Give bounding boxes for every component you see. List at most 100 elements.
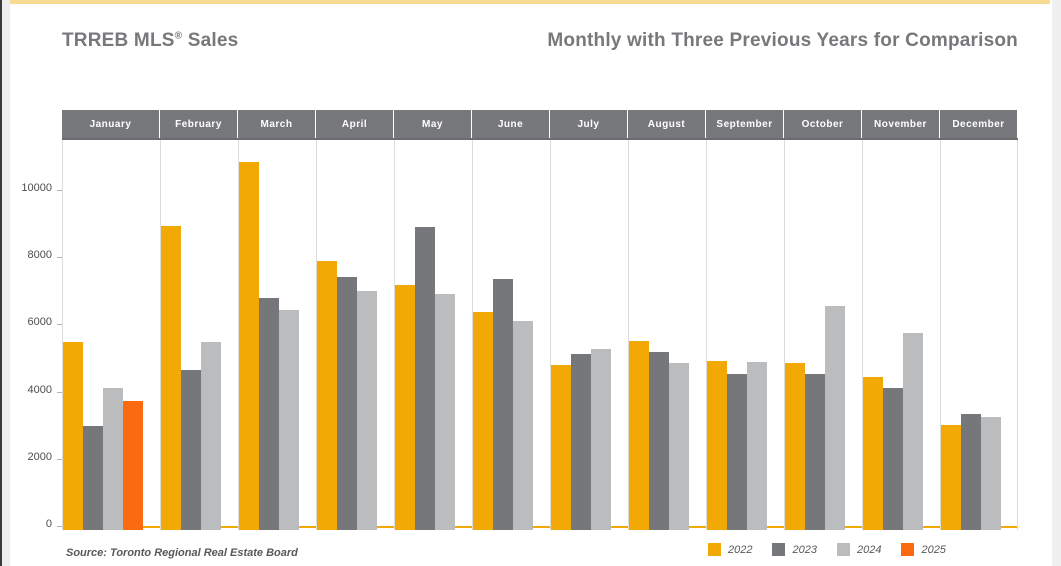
month-plot-cell [238,140,316,530]
bar-2023-march [259,298,279,530]
bar-2024-april [357,291,377,530]
month-plot-cell [940,140,1018,530]
month-plot-cell [862,140,940,530]
bar-2022-november [863,377,883,530]
bar-2023-november [883,388,903,530]
bar-2022-april [317,261,337,530]
legend-item-2022: 2022 [708,543,752,556]
bar-2022-may [395,285,415,530]
month-column-may: May [394,110,472,530]
month-header: November [862,110,939,138]
y-tick-label: 4000 [27,383,52,396]
month-header: February [160,110,237,138]
month-column-march: March [238,110,316,530]
bar-2023-june [493,279,513,530]
y-tick-label: 2000 [27,450,52,463]
bar-2024-july [591,349,611,530]
month-header-underline [62,138,1018,140]
chart-months: January February March April May June July Augu… [62,110,1018,530]
month-plot-cell [472,140,550,530]
bar-2024-march [279,310,299,530]
bar-2022-january [63,342,83,530]
month-plot-cell [160,140,238,530]
bar-2023-december [961,414,981,530]
bar-2024-may [435,294,455,530]
y-tick-label: 6000 [27,316,52,329]
month-header: October [784,110,861,138]
month-plot-cell [628,140,706,530]
legend: 2022 2023 2024 2025 [708,543,966,556]
bar-2022-september [707,361,727,530]
title-row: TRREB MLS® Sales Monthly with Three Prev… [62,30,1018,52]
month-plot-cell [784,140,862,530]
bar-2024-june [513,321,533,530]
bar-2023-may [415,227,435,530]
bar-2023-february [181,370,201,530]
legend-label-2025: 2025 [921,543,946,556]
month-header: July [550,110,627,138]
y-tick-mark [57,190,62,191]
legend-item-2024: 2024 [836,543,882,556]
right-edge-gutter [1052,0,1061,566]
y-tick-label: 0 [45,518,52,530]
month-header: January [62,110,159,138]
bar-2024-january [103,388,123,530]
month-header: March [238,110,315,138]
month-plot-cell [62,140,160,530]
month-column-january: January [62,110,160,530]
month-column-august: August [628,110,706,530]
bar-2024-september [747,362,767,530]
month-header: May [394,110,471,138]
bar-2024-november [903,333,923,530]
bar-2023-april [337,277,357,530]
bar-2024-february [201,342,221,530]
y-tick-mark [57,526,62,527]
month-plot-cell [706,140,784,530]
y-tick-mark [57,391,62,393]
month-column-april: April [316,110,394,530]
bar-2023-august [649,352,669,530]
month-column-december: December [940,110,1018,530]
y-tick-label: 8000 [27,249,52,262]
bar-2022-june [473,312,493,530]
bar-2022-july [551,365,571,530]
legend-swatch-2022 [708,543,721,556]
bar-2022-december [941,425,961,530]
bar-2024-august [669,363,689,530]
bar-2023-july [571,354,591,530]
bar-2022-october [785,363,805,530]
month-column-november: November [862,110,940,530]
page-title: TRREB MLS® Sales [62,30,238,52]
y-axis: 0 2000 4000 6000 8000 10000 [0,0,62,566]
bar-2022-august [629,341,649,530]
month-header: August [628,110,705,138]
month-column-september: September [706,110,784,530]
month-column-october: October [784,110,862,530]
legend-swatch-2024 [836,543,850,556]
legend-label-2024: 2024 [856,543,882,556]
legend-label-2023: 2023 [792,543,817,556]
month-plot-cell [394,140,472,530]
legend-swatch-2025 [901,543,915,556]
month-header: April [316,110,393,138]
page-title-main: TRREB MLS [62,30,175,51]
month-plot-cell [316,140,394,530]
legend-swatch-2023 [772,543,786,556]
bar-2024-october [825,306,845,530]
legend-item-2025: 2025 [901,543,946,556]
bar-2023-october [805,374,825,530]
bar-2023-september [727,374,747,530]
month-column-july: July [550,110,628,530]
month-header: June [472,110,549,138]
top-accent-bar [10,0,1050,4]
month-column-february: February [160,110,238,530]
x-axis-baseline [62,526,1018,528]
y-tick-mark [57,324,62,326]
registered-trademark-symbol: ® [174,30,183,42]
legend-label-2022: 2022 [728,543,753,556]
left-edge-strip [0,0,2,566]
y-tick-mark [57,458,62,460]
bar-2022-march [239,162,259,530]
